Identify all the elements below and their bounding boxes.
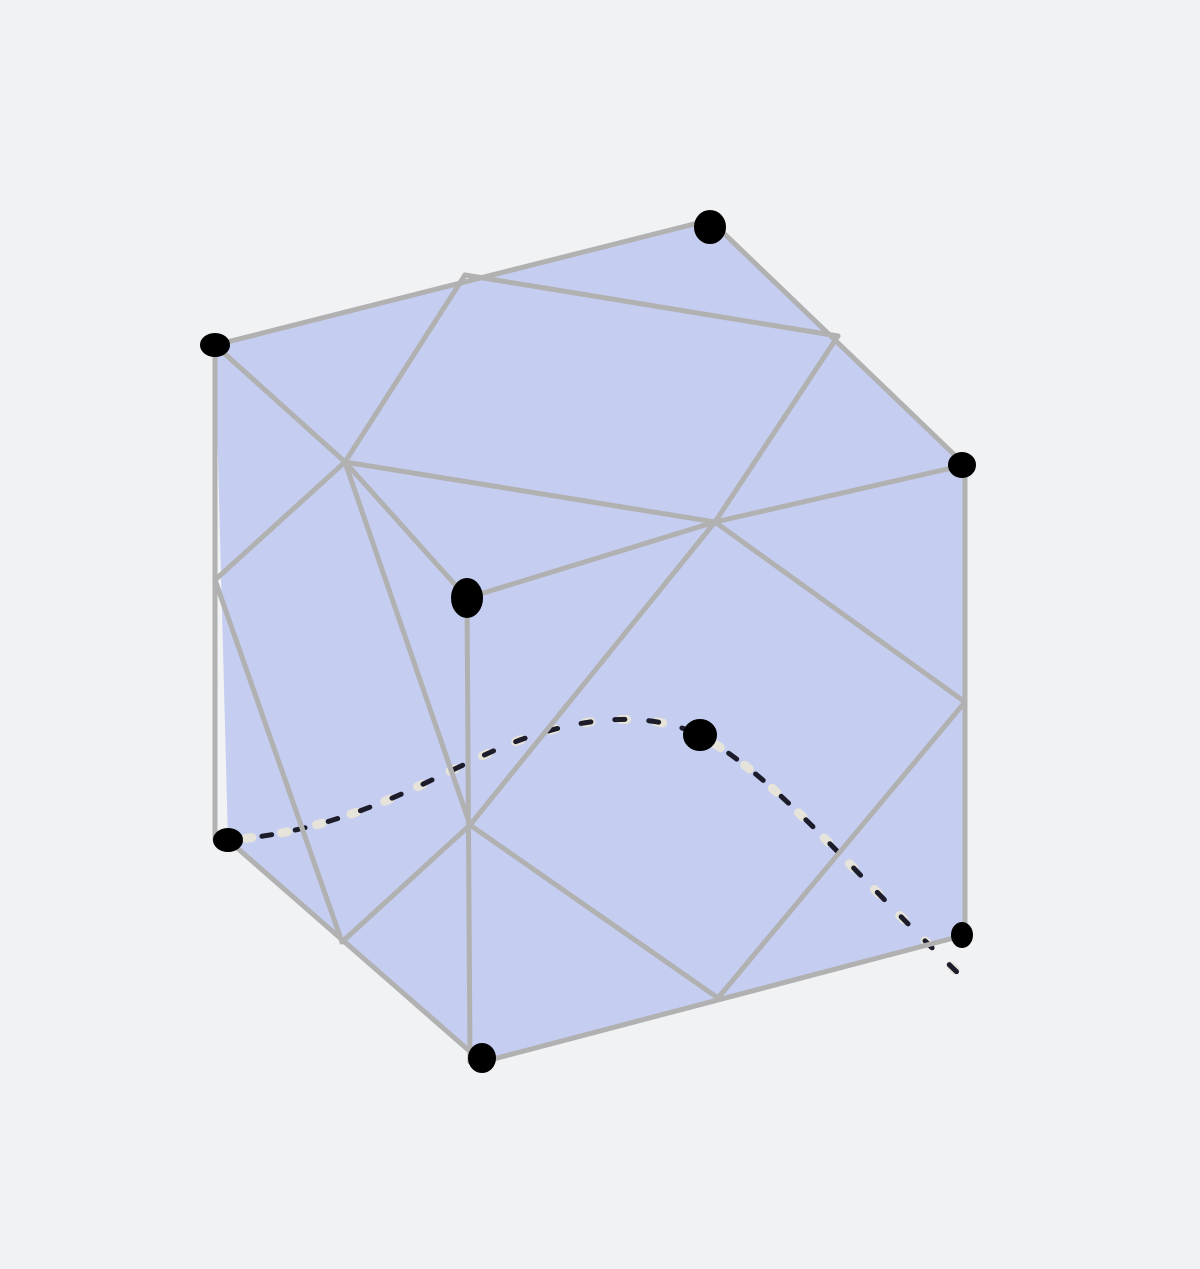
cube-faces: [215, 220, 965, 1062]
vertex-bottom-right: [951, 922, 973, 948]
hidden-edge-right-dark: [697, 732, 963, 978]
edge: [464, 595, 473, 1065]
edge: [342, 272, 468, 465]
edge: [467, 822, 721, 1001]
edge: [712, 462, 968, 525]
edge: [339, 822, 473, 945]
edge: [707, 217, 968, 468]
edge: [212, 342, 348, 465]
edge: [212, 577, 345, 945]
mesh-edges: [212, 217, 968, 1065]
edge: [342, 459, 473, 828]
vertices: [200, 210, 976, 1073]
vertex-top-right: [948, 452, 976, 478]
edge: [712, 519, 968, 705]
edge: [342, 459, 470, 601]
edge: [342, 459, 718, 525]
edge: [464, 519, 718, 601]
edge: [462, 272, 841, 339]
edge: [712, 333, 841, 525]
edge: [225, 837, 485, 1065]
hidden-edges: [223, 714, 965, 980]
vertex-bottom-front: [468, 1043, 496, 1073]
vertex-top-left: [200, 333, 230, 357]
edge: [715, 699, 968, 1001]
edge: [467, 519, 718, 828]
edge: [212, 459, 348, 583]
edge: [479, 932, 968, 1065]
hidden-edge-left-dark: [225, 716, 703, 843]
vertex-hidden-back: [683, 719, 717, 751]
vertex-bottom-left: [213, 828, 243, 852]
vertex-top-back: [694, 210, 726, 244]
vertex-front-top: [451, 578, 483, 618]
